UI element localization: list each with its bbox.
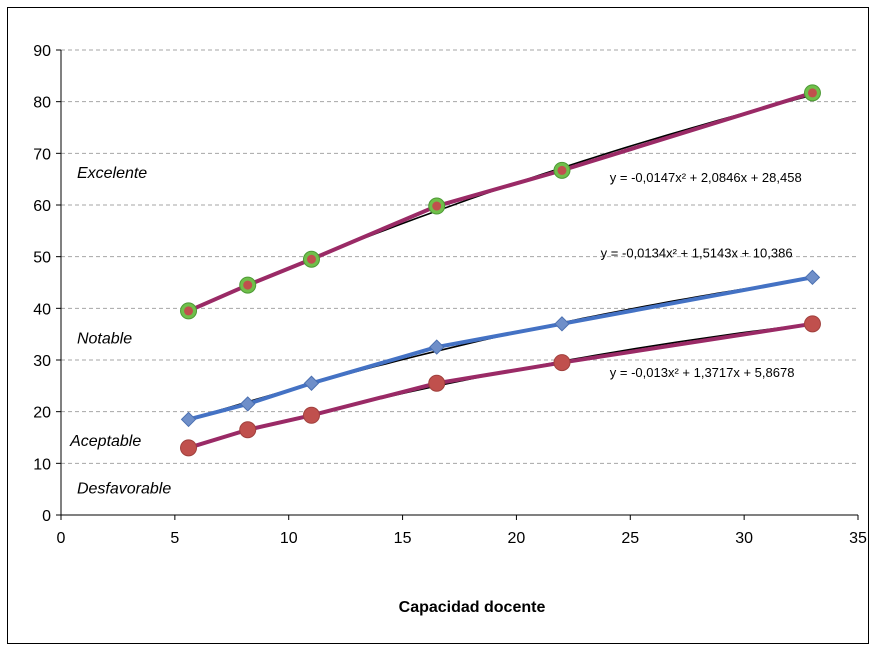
x-tick-label-6: 30 (735, 530, 753, 547)
trendline-equation-1: y = -0,0134x² + 1,5143x + 10,386 (601, 246, 793, 261)
data-point-s1-5 (804, 269, 821, 286)
data-point-s1-2 (303, 375, 320, 391)
x-axis-title: Capacidad docente (399, 599, 546, 616)
data-point-s2-4 (553, 354, 571, 372)
data-point-s2-2 (302, 406, 320, 424)
data-point-s1-4 (554, 316, 570, 332)
y-tick-label-8: 80 (33, 95, 51, 112)
y-tick-label-6: 60 (33, 198, 51, 215)
trendline-equation-0: y = -0,0147x² + 2,0846x + 28,458 (610, 170, 802, 185)
data-point-s1-1 (240, 396, 256, 412)
x-tick-label-0: 0 (57, 530, 66, 547)
data-point-s2-1 (239, 421, 257, 439)
y-tick-label-9: 90 (33, 43, 51, 60)
series-line-1 (188, 275, 813, 422)
data-point-core-s0-1 (243, 280, 253, 290)
y-tick-label-2: 20 (33, 405, 51, 422)
data-point-s2-3 (428, 374, 446, 392)
data-point-s2-5 (803, 315, 821, 333)
data-point-s1-0 (180, 411, 197, 428)
series-lines (187, 90, 814, 450)
data-point-core-s0-3 (432, 201, 442, 211)
data-point-core-s0-4 (557, 165, 567, 175)
y-tick-label-1: 10 (33, 456, 51, 473)
x-tick-label-4: 20 (508, 530, 526, 547)
x-tick-label-5: 25 (621, 530, 639, 547)
data-point-s1-3 (429, 339, 445, 355)
zone-label-1: Notable (77, 330, 132, 347)
y-tick-label-5: 50 (33, 250, 51, 267)
series-line-2 (187, 321, 813, 450)
zone-label-3: Desfavorable (77, 480, 171, 497)
x-tick-label-2: 10 (280, 530, 298, 547)
zone-label-2: Aceptable (69, 433, 141, 450)
data-point-core-s0-2 (306, 254, 316, 264)
axes: 0 10 20 30 40 50 60 70 80 90 0 5 10 15 20 25 30 35 (33, 43, 867, 547)
labels: y = -0,0147x² + 2,0846x + 28,458 y = -0,0… (69, 165, 802, 497)
trendline-1 (188, 277, 813, 421)
data-point-core-s0-0 (184, 306, 194, 316)
y-tick-label-7: 70 (33, 146, 51, 163)
trendline-equation-2: y = -0,013x² + 1,3717x + 5,8678 (610, 365, 795, 380)
data-point-s2-0 (180, 439, 198, 457)
chart-frame (7, 7, 869, 644)
data-points (180, 84, 821, 457)
trendline-2 (188, 323, 813, 448)
x-tick-label-7: 35 (849, 530, 867, 547)
x-tick-label-3: 15 (394, 530, 412, 547)
y-tick-label-4: 40 (33, 301, 51, 318)
trendline-0 (188, 94, 813, 311)
y-tick-label-3: 30 (33, 353, 51, 370)
y-tick-label-0: 0 (42, 508, 51, 525)
data-point-core-s0-5 (807, 88, 817, 98)
zone-label-0: Excelente (77, 165, 147, 182)
x-tick-label-1: 5 (170, 530, 179, 547)
series-line-0 (187, 90, 814, 313)
